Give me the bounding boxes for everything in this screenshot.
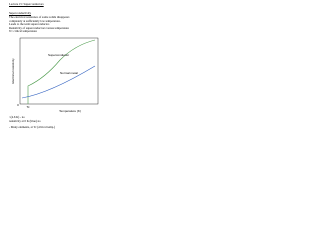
superconductor-curve bbox=[27, 39, 96, 104]
figure: Superconductor Normal metal Electrical r… bbox=[11, 37, 99, 113]
text-line: Leads to the term superconductor. bbox=[9, 22, 50, 27]
heading: Superconductivity bbox=[9, 11, 31, 15]
tick-label: Tc bbox=[27, 105, 31, 109]
text-line: - Many elements, at Tc (critical temp.) bbox=[9, 125, 56, 129]
x-label: Temperature (K) bbox=[59, 109, 81, 113]
text-line: resistivity at 0 K (blue) no bbox=[9, 118, 41, 123]
title: Lecture 15: Superconductors bbox=[9, 2, 44, 6]
text-line: ~(4.6 K) - no bbox=[9, 115, 25, 119]
page: {"header": {"title": "Lecture 15: Superc… bbox=[0, 0, 115, 150]
text-line: completely at sufficiently low temperatu… bbox=[9, 18, 61, 23]
tick-label: 0 bbox=[17, 103, 19, 107]
plot-frame bbox=[19, 37, 99, 105]
text-line: Tc: critical temperature bbox=[9, 29, 37, 34]
curve-label: Normal metal bbox=[60, 71, 78, 75]
curve-label: Superconductor bbox=[48, 53, 69, 57]
text-line: The electrical resistance of some solids… bbox=[9, 15, 70, 19]
y-label: Electrical resistivity bbox=[11, 58, 15, 84]
normal-metal-curve bbox=[21, 65, 96, 99]
text-line: Resistivity of superconductors versus te… bbox=[9, 25, 69, 30]
